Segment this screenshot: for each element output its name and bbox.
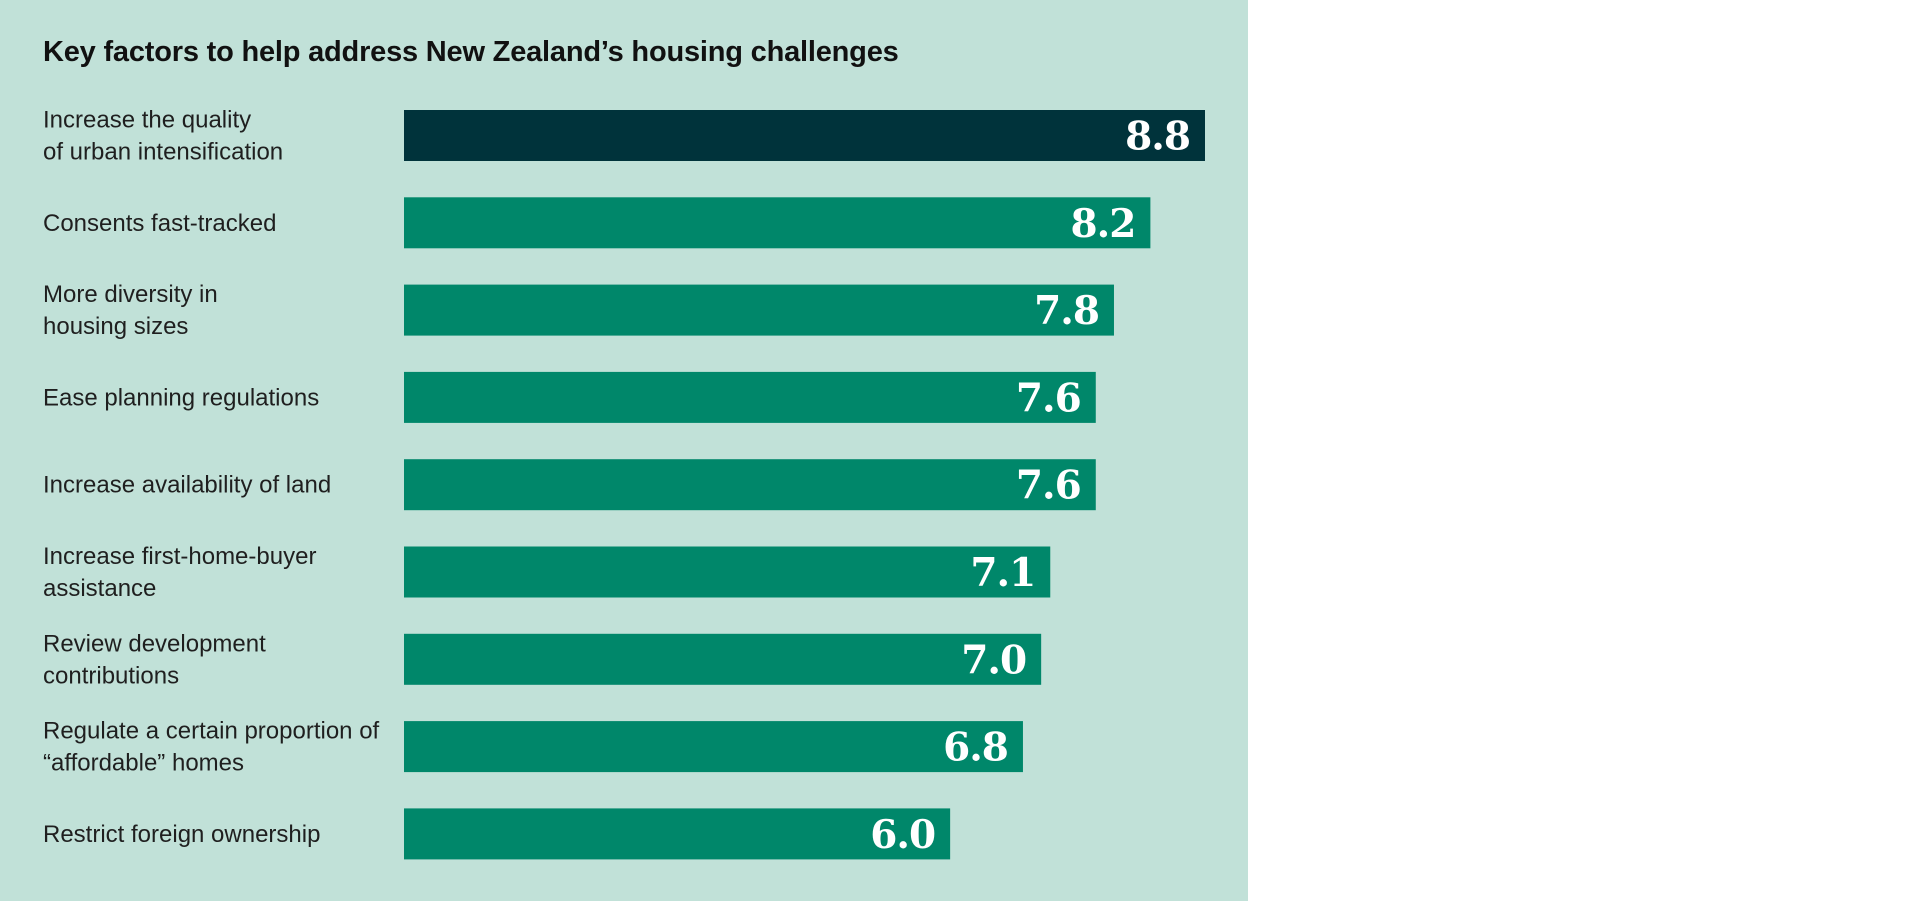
bar-4: [404, 371, 1096, 423]
category-label: of urban intensification: [43, 139, 283, 166]
bar-1: [404, 110, 1205, 161]
bar-8: [404, 721, 1023, 773]
bar-value-label: 7.6: [1016, 375, 1081, 421]
category-label: Increase availability of land: [43, 472, 331, 499]
bar-2: [404, 197, 1151, 249]
bar-9: [404, 808, 951, 860]
bar-chart: 8.8 Increase the quality of urban intensif…: [43, 107, 1205, 860]
bar-6: [404, 546, 1051, 598]
bar-value-label: 8.2: [1071, 201, 1136, 247]
bar-value-label: 8.8: [1125, 114, 1190, 160]
bar-7: [404, 633, 1042, 685]
bar-5: [404, 459, 1096, 511]
category-label: Consents fast-tracked: [43, 210, 276, 237]
bar-value-label: 6.0: [870, 812, 935, 858]
category-label: assistance: [43, 575, 156, 602]
category-label: “affordable” homes: [43, 750, 244, 777]
chart-panel: Key factors to help address New Zealand’…: [0, 0, 1248, 901]
category-label: More diversity in: [43, 281, 218, 308]
bar-value-label: 6.8: [943, 725, 1008, 771]
bar-value-label: 7.1: [970, 550, 1035, 596]
category-label: contributions: [43, 662, 179, 689]
category-label: Increase first-home-buyer: [43, 543, 316, 570]
bar-value-label: 7.0: [961, 637, 1026, 683]
category-label: Ease planning regulations: [43, 384, 319, 411]
category-label: Increase the quality: [43, 107, 251, 134]
category-label: housing sizes: [43, 313, 188, 340]
bar-value-label: 7.6: [1016, 463, 1081, 509]
category-label: Restrict foreign ownership: [43, 821, 320, 848]
bar-value-label: 7.8: [1034, 288, 1099, 334]
category-label: Review development: [43, 630, 266, 657]
chart-title: Key factors to help address New Zealand’…: [43, 36, 899, 68]
category-label: Regulate a certain proportion of: [43, 718, 380, 745]
bar-3: [404, 284, 1114, 336]
